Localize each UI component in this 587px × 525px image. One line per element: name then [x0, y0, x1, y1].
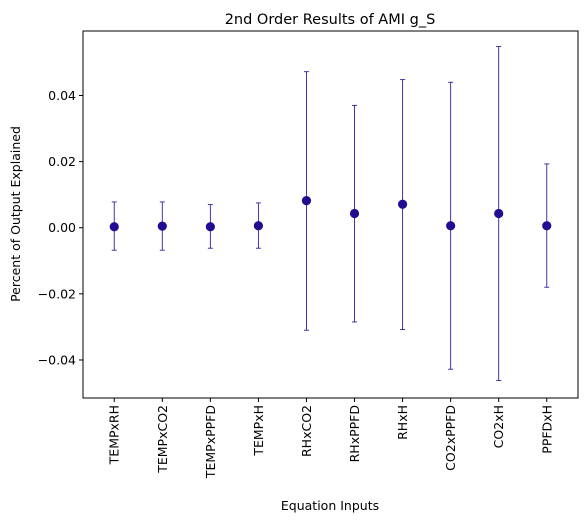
y-tick-label: 0.02 — [48, 154, 76, 169]
x-tick-label: CO2xH — [491, 405, 506, 448]
x-tick-label: RHxPPFD — [347, 405, 362, 462]
x-tick-label: TEMPxRH — [107, 405, 122, 465]
x-tick-label: RHxCO2 — [299, 405, 314, 457]
x-tick-label: RHxH — [395, 405, 410, 440]
y-tick-label: −0.04 — [38, 352, 76, 367]
data-point — [542, 221, 552, 231]
data-point — [301, 196, 312, 206]
data-point — [253, 221, 264, 231]
plot-frame — [82, 30, 579, 399]
data-point — [205, 222, 215, 232]
y-axis-label: Percent of Output Explained — [8, 126, 23, 302]
data-series — [109, 46, 552, 381]
data-point — [397, 199, 408, 209]
x-tick-label: TEMPxCO2 — [155, 405, 170, 474]
x-tick-label: PPFDxH — [539, 405, 554, 454]
data-point — [494, 208, 504, 219]
y-axis: −0.04 −0.02 0.00 0.02 0.04 — [38, 88, 83, 367]
x-tick-label: TEMPxPPFD — [203, 405, 218, 479]
y-tick-label: 0.04 — [48, 88, 76, 103]
chart-title: 2nd Order Results of AMI g_S — [225, 12, 436, 28]
y-tick-label: −0.02 — [38, 286, 76, 301]
data-point — [109, 222, 119, 232]
x-tick-label: TEMPxH — [251, 405, 266, 457]
y-tick-label: 0.00 — [48, 220, 76, 235]
data-point — [349, 208, 360, 219]
x-axis-label: Equation Inputs — [281, 498, 379, 513]
data-point — [446, 221, 456, 231]
x-axis: TEMPxRH TEMPxCO2 TEMPxPPFD TEMPxH RHxCO2 RHxP… — [107, 398, 554, 479]
x-tick-label: CO2xPPFD — [443, 405, 458, 471]
data-point — [157, 221, 167, 231]
